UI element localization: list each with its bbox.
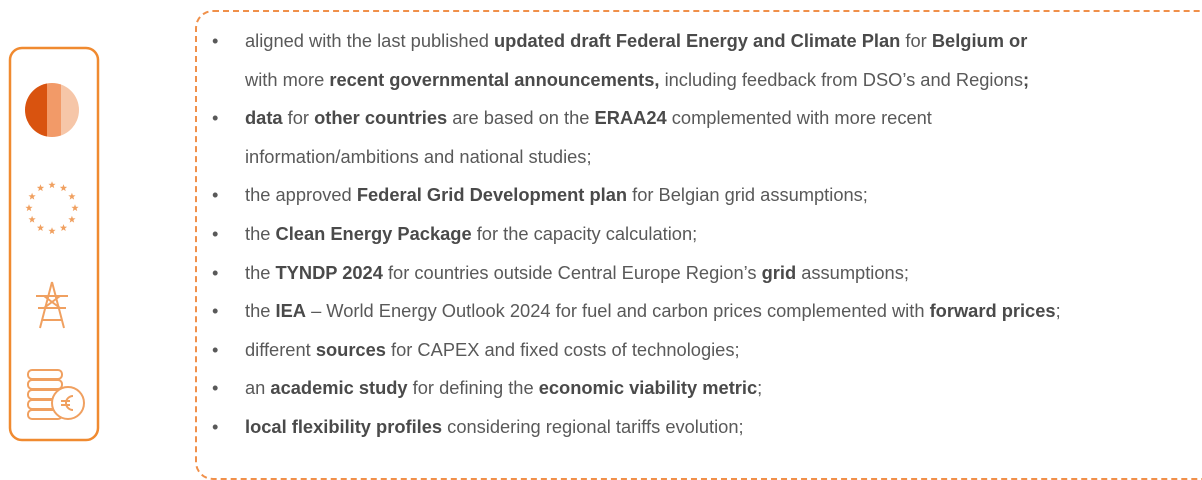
- text: the: [245, 261, 276, 283]
- belgium-icon: [25, 83, 79, 137]
- bold-text: data: [245, 107, 283, 129]
- bullet-line: the Clean Energy Package for the capacit…: [245, 215, 1061, 254]
- bold-text: recent governmental announcements,: [329, 68, 660, 90]
- text: including feedback from DSO’s and Region…: [659, 68, 1023, 90]
- star: [28, 215, 36, 223]
- star: [68, 192, 76, 200]
- star: [28, 192, 36, 200]
- bold-text: grid: [761, 261, 797, 283]
- bullet: different sources for CAPEX and fixed co…: [212, 331, 1061, 370]
- text: considering regional tariffs evolution;: [442, 415, 744, 437]
- bullet-line: an academic study for defining the econo…: [245, 369, 1061, 408]
- star: [59, 184, 68, 192]
- text: for Belgian grid assumptions;: [627, 184, 868, 206]
- text: complemented with more recent: [666, 107, 932, 129]
- text: are based on the: [447, 107, 595, 129]
- bullet-line: with more recent governmental announceme…: [245, 61, 1061, 100]
- text: for the capacity calculation;: [471, 222, 698, 244]
- star: [25, 204, 33, 212]
- text: for defining the: [407, 377, 539, 399]
- star: [36, 184, 45, 192]
- coins-icon: [27, 369, 85, 420]
- bold-text: ;: [1022, 68, 1030, 90]
- bold-text: economic viability metric: [538, 377, 758, 399]
- bullet-line: different sources for CAPEX and fixed co…: [245, 331, 1061, 370]
- bullet: the Clean Energy Package for the capacit…: [212, 215, 1061, 254]
- text: – World Energy Outlook 2024 for fuel and…: [305, 300, 930, 322]
- text: ;: [1055, 300, 1061, 322]
- bullet: aligned with the last published updated …: [212, 22, 1061, 99]
- page: aligned with the last published updated …: [0, 0, 1202, 457]
- bullet-line: data for other countries are based on th…: [245, 99, 1061, 138]
- bullet: the approved Federal Grid Development pl…: [212, 176, 1061, 215]
- star: [48, 181, 56, 189]
- bullet: the IEA – World Energy Outlook 2024 for …: [212, 292, 1061, 331]
- text: for: [900, 30, 932, 51]
- bullet: local flexibility profiles considering r…: [212, 408, 1061, 447]
- bullet-line: local flexibility profiles considering r…: [245, 408, 1061, 447]
- bullet-line: the approved Federal Grid Development pl…: [245, 176, 1061, 215]
- bullet: the TYNDP 2024 for countries outside Cen…: [212, 254, 1061, 293]
- bold-text: Clean Energy Package: [275, 222, 472, 244]
- bullet-line: the IEA – World Energy Outlook 2024 for …: [245, 292, 1061, 331]
- bold-text: forward prices: [929, 300, 1056, 322]
- text: with more: [245, 68, 330, 90]
- bold-text: other countries: [314, 107, 448, 129]
- bold-text: IEA: [275, 300, 306, 322]
- star: [48, 227, 56, 235]
- text: the: [245, 222, 276, 244]
- bullet-line: the TYNDP 2024 for countries outside Cen…: [245, 254, 1061, 293]
- text: for CAPEX and fixed costs of technologie…: [385, 338, 740, 360]
- text: for countries outside Central Europe Reg…: [382, 261, 762, 283]
- star: [68, 215, 76, 223]
- bold-text: ERAA24: [594, 107, 667, 129]
- text: ;: [757, 377, 763, 399]
- grid-icon: [36, 281, 68, 329]
- bullet-line: aligned with the last published updated …: [245, 22, 1061, 61]
- bold-text: Belgium or: [931, 30, 1028, 51]
- bold-text: updated draft Federal Energy and Climate…: [494, 30, 901, 51]
- text: different: [245, 338, 316, 360]
- text: information/ambitions and national studi…: [245, 145, 592, 167]
- star: [36, 224, 45, 231]
- icon-panel: [8, 46, 100, 442]
- bold-text: academic study: [270, 377, 408, 399]
- icon-box: [8, 46, 100, 442]
- star: [71, 204, 79, 212]
- text: for: [282, 107, 315, 129]
- text: aligned with the last published: [245, 30, 494, 51]
- bold-text: TYNDP 2024: [275, 261, 383, 283]
- bold-text: sources: [315, 338, 386, 360]
- text: the approved: [245, 184, 357, 206]
- bold-text: local flexibility profiles: [245, 415, 443, 437]
- text: an: [245, 377, 271, 399]
- eu-icon: [25, 181, 79, 235]
- bullet-list: aligned with the last published updated …: [212, 22, 1061, 447]
- bold-text: Federal Grid Development plan: [356, 184, 628, 206]
- text: the: [245, 300, 276, 322]
- bullet: an academic study for defining the econo…: [212, 369, 1061, 408]
- star: [59, 224, 68, 231]
- text: assumptions;: [796, 261, 909, 283]
- bullet: data for other countries are based on th…: [212, 99, 1061, 176]
- bullet-line: information/ambitions and national studi…: [245, 138, 1061, 177]
